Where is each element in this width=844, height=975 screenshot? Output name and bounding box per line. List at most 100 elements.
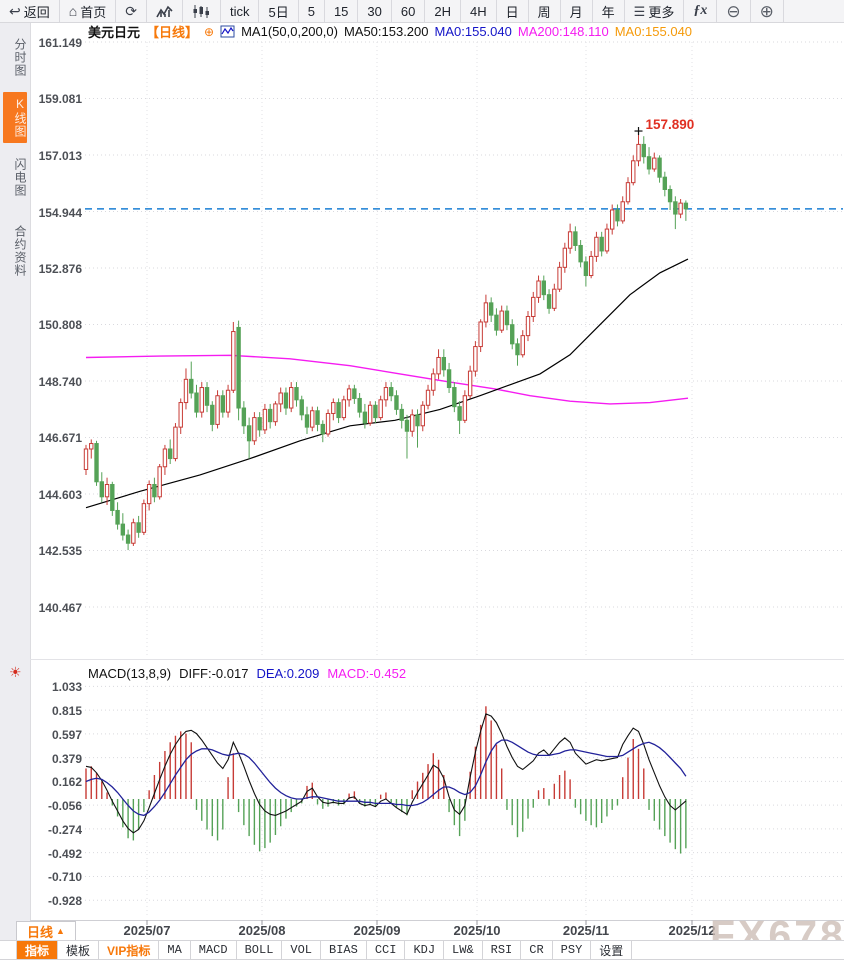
home-icon: ⌂ — [68, 3, 78, 19]
macd-macd-value: MACD:-0.452 — [327, 666, 407, 681]
tab-time-chart[interactable]: 分时图 — [13, 38, 27, 77]
interval-5-button[interactable]: 5 — [299, 0, 325, 22]
candle-chart-button[interactable] — [183, 0, 221, 22]
interval-year-button[interactable]: 年 — [593, 0, 625, 22]
interval-5day-button-label: 5日 — [268, 4, 289, 20]
interval-5day-button[interactable]: 5日 — [259, 0, 299, 22]
chart-type-sidebar: 分时图 K线图闪电图合约资料 — [0, 23, 31, 958]
interval-year-button-label: 年 — [601, 4, 615, 20]
ma200-value: MA200:148.110 — [517, 24, 609, 39]
time-axis-label: 2025/10 — [453, 923, 501, 938]
macd-axis-label: -0.710 — [47, 870, 82, 885]
interval-4h-button-label: 4H — [469, 3, 487, 19]
interval-day-button-label: 日 — [505, 4, 519, 20]
timeframe-label: 【日线】 — [146, 25, 199, 40]
interval-day-button[interactable]: 日 — [497, 0, 529, 22]
boll-tab[interactable]: BOLL — [237, 941, 283, 959]
interval-30-button-label: 30 — [367, 3, 382, 19]
psy-tab[interactable]: PSY — [553, 941, 592, 959]
interval-15-button[interactable]: 15 — [325, 0, 359, 22]
interval-60-button[interactable]: 60 — [392, 0, 426, 22]
macd-diff-value: DIFF:-0.017 — [179, 666, 249, 681]
macd-axis-label: 1.033 — [51, 680, 82, 695]
back-button[interactable]: ↩ 返回 — [0, 0, 60, 22]
interval-2h-button[interactable]: 2H — [425, 0, 461, 22]
settings-tab[interactable]: 设置 — [591, 941, 633, 959]
price-axis-label: 152.876 — [38, 261, 82, 276]
rsi-tab[interactable]: RSI — [483, 941, 522, 959]
interval-60-button-label: 60 — [400, 3, 416, 19]
chevron-up-icon: ▲ — [56, 926, 65, 936]
zoom-out-icon: ⊖ — [726, 1, 741, 21]
fx-icon: ƒx — [693, 3, 708, 18]
indicator-settings-icon[interactable]: ☀ — [9, 664, 22, 680]
lw-tab[interactable]: LW& — [444, 941, 483, 959]
macd-title: MACD(13,8,9) — [88, 666, 172, 681]
price-axis-label: 142.535 — [38, 544, 82, 559]
tab-lightning-chart[interactable]: 闪电图 — [13, 158, 27, 197]
pane-divider — [30, 659, 844, 660]
ma-tab[interactable]: MA — [159, 941, 191, 959]
vip-indicator-tab[interactable]: VIP指标 — [99, 941, 160, 959]
macd-tab[interactable]: MACD — [191, 941, 237, 959]
indicator-toolbar: 指标 模板 VIP指标 MA MACD BOLL VOL BIAS CCI KDJ LW& RSI CR… — [0, 940, 844, 960]
high-price-annotation: 157.890 — [646, 117, 695, 132]
zoom-out-button[interactable]: ⊖ — [717, 0, 751, 22]
back-icon: ↩ — [9, 3, 21, 19]
time-axis-label: 2025/09 — [353, 923, 401, 938]
tab-kline-chart[interactable]: K线图 — [3, 92, 27, 143]
price-axis-label: 157.013 — [38, 148, 82, 163]
time-axis-label: 2025/08 — [238, 923, 286, 938]
add-overlay-icon[interactable]: ⊕ — [204, 24, 215, 39]
more-icon: ☰ — [633, 3, 646, 19]
price-axis-label: 159.081 — [38, 92, 82, 107]
interval-month-button-label: 月 — [569, 4, 583, 20]
zoom-in-icon: ⊕ — [759, 1, 774, 21]
price-axis-label: 161.149 — [38, 36, 82, 50]
macd-axis-label: 0.815 — [51, 704, 82, 719]
interval-15-button-label: 15 — [333, 3, 349, 19]
top-toolbar: ↩ 返回 ⌂ 首页 ⟳ tick 5日 5 15 30 60 2H 4H 日周月 年 ☰ 更多 ƒx ⊖ ⊕ — [0, 0, 844, 23]
price-pane-header: 美元日元 【日线】 ⊕ MA1(50,0,200,0) MA50:153.200… — [88, 23, 692, 40]
macd-axis-label: 0.162 — [51, 775, 82, 790]
line-chart-button[interactable] — [147, 0, 183, 22]
home-button[interactable]: ⌂ 首页 — [60, 0, 117, 22]
macd-axis-label: 0.379 — [51, 751, 82, 766]
price-axis-label: 146.671 — [38, 431, 82, 446]
macd-pane-header: MACD(13,8,9) DIFF:-0.017 DEA:0.209 MACD:… — [88, 666, 406, 681]
interval-30-button[interactable]: 30 — [358, 0, 392, 22]
interval-month-button[interactable]: 月 — [561, 0, 593, 22]
zoom-in-button[interactable]: ⊕ — [751, 0, 784, 22]
ma50-value: MA50:153.200 — [343, 24, 429, 39]
cci-tab[interactable]: CCI — [367, 941, 406, 959]
more-button[interactable]: ☰ 更多 — [625, 0, 685, 22]
period-label: 日线 — [27, 924, 54, 940]
fx-button[interactable]: ƒx — [684, 0, 718, 22]
price-axis-label: 144.603 — [38, 487, 82, 502]
kdj-tab[interactable]: KDJ — [405, 941, 445, 959]
refresh-icon: ⟳ — [125, 3, 137, 19]
interval-week-button[interactable]: 周 — [529, 0, 561, 22]
interval-tick-button[interactable]: tick — [221, 0, 260, 22]
period-dropdown-button[interactable]: 日线 ▲ — [16, 921, 76, 941]
cr-tab[interactable]: CR — [521, 941, 553, 959]
indicator-tab[interactable]: 指标 — [16, 941, 59, 959]
bottom-strip: 资讯 — [0, 959, 844, 975]
macd-axis-label: -0.056 — [47, 799, 82, 814]
refresh-button[interactable]: ⟳ — [116, 0, 147, 22]
bias-tab[interactable]: BIAS — [321, 941, 367, 959]
interval-5-button-label: 5 — [307, 3, 315, 19]
template-tab[interactable]: 模板 — [58, 941, 100, 959]
interval-2h-button-label: 2H — [434, 3, 451, 19]
price-axis-label: 140.467 — [38, 600, 82, 615]
tab-contract-info[interactable]: 合约资料 — [13, 225, 27, 277]
time-axis-label: 2025/12 — [668, 923, 716, 938]
macd-dea-value: DEA:0.209 — [256, 666, 320, 681]
interval-4h-button[interactable]: 4H — [461, 0, 497, 22]
ma-group-label: MA1(50,0,200,0) — [241, 24, 338, 39]
price-axis-label: 154.944 — [38, 205, 82, 220]
symbol-name: 美元日元 — [88, 25, 141, 40]
vol-tab[interactable]: VOL — [282, 941, 322, 959]
